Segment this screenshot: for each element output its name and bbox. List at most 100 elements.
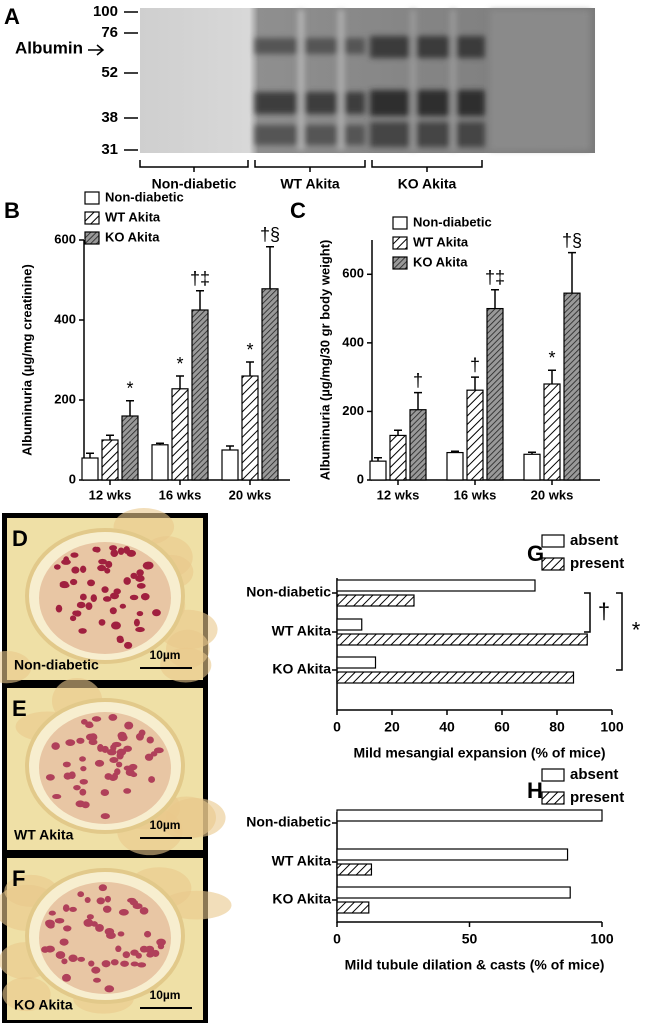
error-bar [196, 290, 204, 310]
nucleus [136, 582, 146, 589]
nucleus [101, 586, 109, 593]
x-tick-label: 12 wks [377, 487, 420, 502]
legend-swatch [392, 236, 408, 250]
error-bar [156, 442, 164, 445]
y-tick-label: 200 [342, 403, 364, 418]
bar [151, 444, 169, 481]
legend-swatch [392, 216, 408, 230]
x-tick-label: 16 wks [159, 487, 202, 502]
nucleus [76, 737, 85, 744]
x-tick-label: 60 [494, 719, 510, 735]
legend-swatch [541, 791, 565, 805]
gel-bands [255, 10, 590, 150]
y-tick-label: WT Akita [272, 853, 332, 869]
legend-label: Non-diabetic [105, 189, 184, 204]
nucleus [140, 593, 150, 601]
nucleus [61, 958, 68, 965]
bar [389, 434, 407, 481]
x-tick-label: 20 wks [229, 487, 272, 502]
bar [563, 292, 581, 481]
nucleus [98, 558, 107, 565]
y-tick-label: 200 [54, 391, 76, 406]
marker-label: 76 [101, 24, 118, 41]
nucleus [116, 635, 124, 642]
nucleus [123, 745, 132, 752]
error-bar [568, 251, 576, 294]
nucleus [79, 788, 87, 796]
panel-label: D [12, 526, 28, 551]
nucleus [88, 960, 95, 967]
nucleus [100, 789, 110, 797]
nucleus [115, 945, 122, 953]
error-bar [266, 246, 274, 289]
significance-mark: † [598, 598, 610, 623]
nucleus [77, 956, 86, 962]
nucleus [68, 954, 78, 962]
error-bar [226, 445, 234, 450]
nucleus [54, 917, 65, 924]
bar [221, 449, 239, 481]
tubule [160, 647, 212, 683]
nucleus [152, 609, 161, 617]
significance-mark: * [632, 617, 641, 642]
nucleus [55, 951, 66, 959]
nucleus [63, 772, 72, 780]
bar [336, 809, 603, 822]
group-label: Non-diabetic [152, 176, 237, 192]
nucleus [61, 973, 71, 982]
scale-label: 10µm [150, 648, 181, 662]
y-axis-label: Albuminuria (µg/mg/30 gr body weight) [317, 240, 332, 481]
y-axis-label: Albuminuria (µg/mg creatinine) [19, 264, 34, 456]
y-tick-label: 600 [54, 231, 76, 246]
nucleus [79, 593, 87, 601]
nucleus [123, 641, 133, 649]
micrograph [7, 678, 226, 856]
nucleus [52, 794, 62, 800]
panel-label: C [290, 198, 306, 223]
nucleus [108, 714, 118, 721]
nucleus [120, 960, 129, 967]
nucleus [73, 784, 81, 791]
error-bar [471, 376, 479, 391]
group-label: KO Akita [398, 176, 457, 192]
group-bracket [254, 160, 366, 172]
nucleus [91, 716, 102, 722]
marker-label: 31 [101, 141, 118, 158]
panel-label: G [527, 541, 544, 566]
nucleus [109, 774, 117, 781]
bar [523, 453, 541, 481]
nucleus [115, 761, 123, 768]
nucleus [124, 721, 134, 730]
legend-label: absent [570, 532, 618, 549]
bar [191, 309, 209, 481]
y-tick-label: WT Akita [272, 623, 332, 639]
x-tick-label: 40 [439, 719, 455, 735]
legend-label: WT Akita [413, 234, 469, 249]
nucleus [104, 895, 111, 903]
legend-swatch [392, 256, 408, 270]
nucleus [130, 772, 138, 778]
nucleus [95, 923, 104, 932]
nucleus [109, 545, 118, 551]
nucleus [83, 918, 94, 927]
x-axis-label: Mild tubule dilation & casts (% of mice) [345, 957, 605, 973]
nucleus [136, 610, 144, 617]
nucleus [85, 721, 93, 728]
nucleus [109, 607, 117, 615]
legend-label: KO Akita [413, 254, 468, 269]
legend-label: KO Akita [105, 229, 160, 244]
nucleus [110, 549, 119, 558]
nucleus [110, 959, 119, 966]
nucleus [75, 800, 86, 808]
x-tick-label: 16 wks [454, 487, 497, 502]
y-tick-label: KO Akita [272, 661, 331, 677]
bar [336, 618, 363, 631]
nucleus [117, 731, 127, 740]
nucleus [119, 603, 127, 609]
nucleus [86, 914, 94, 920]
nucleus [96, 897, 105, 905]
nucleus [62, 904, 70, 912]
x-tick-label: 20 [384, 719, 400, 735]
bar [261, 288, 279, 481]
